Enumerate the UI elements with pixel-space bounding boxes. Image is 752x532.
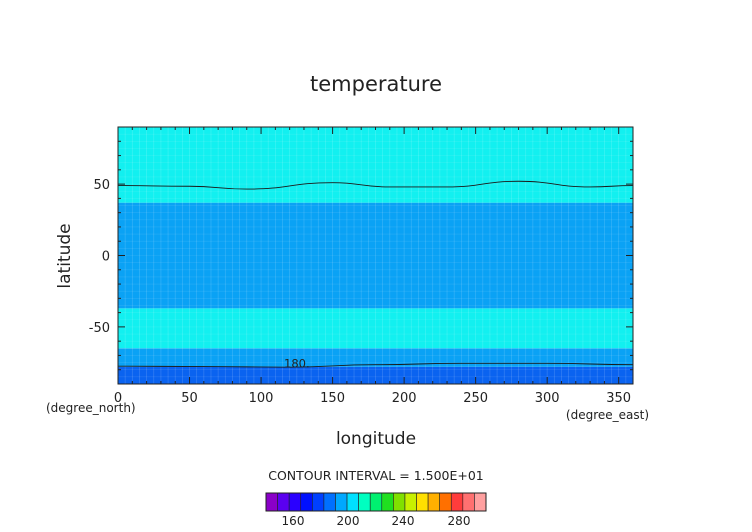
contour-line-225 — [117, 180, 634, 190]
filled-band-2 — [118, 308, 633, 349]
colorbar-swatch — [393, 492, 406, 512]
colorbar-labels: 160 200 240 280 — [282, 514, 471, 528]
colorbar-swatch — [265, 492, 278, 512]
colorbar-swatch — [450, 492, 464, 512]
y-tick-label: 50 — [93, 178, 110, 193]
colorbar-swatch — [439, 492, 452, 512]
chart-title: temperature — [310, 72, 442, 96]
colorbar-swatch — [346, 492, 359, 512]
colorbar-swatch — [277, 492, 290, 512]
colorbar-swatch — [300, 492, 313, 512]
x-units-label: (degree_east) — [566, 408, 649, 422]
colorbar-swatch — [427, 492, 440, 512]
plot-bands — [118, 127, 633, 384]
filled-band-1 — [118, 348, 633, 367]
x-tick-label: 150 — [320, 391, 345, 406]
x-tick-label: 300 — [535, 391, 560, 406]
colorbar-tick-label: 280 — [448, 514, 471, 528]
colorbar-tick-label: 240 — [392, 514, 415, 528]
colorbar-swatch — [323, 492, 336, 512]
filled-band-0 — [118, 366, 633, 384]
colorbar-swatch — [404, 492, 417, 512]
y-axis-ticks: -50 0 50 — [89, 140, 633, 371]
x-tick-label: 250 — [463, 391, 488, 406]
colorbar-tick-label: 160 — [282, 514, 305, 528]
filled-band-3 — [118, 202, 633, 309]
colorbar — [265, 492, 487, 512]
x-tick-label: 50 — [181, 391, 198, 406]
contour-interval-text: CONTOUR INTERVAL = 1.500E+01 — [268, 468, 484, 483]
colorbar-swatch — [335, 492, 348, 512]
y-tick-label: 0 — [102, 250, 110, 265]
colorbar-swatch — [312, 492, 325, 512]
colorbar-tick-label: 200 — [337, 514, 360, 528]
colorbar-swatch — [381, 492, 394, 512]
x-tick-label: 200 — [392, 391, 417, 406]
plot-grid — [118, 127, 633, 384]
filled-band-4 — [118, 127, 633, 203]
y-axis-label: latitude — [55, 223, 75, 288]
x-tick-label: 350 — [606, 391, 631, 406]
contour-line-180 — [117, 362, 634, 368]
colorbar-swatch — [474, 492, 487, 512]
x-axis-label: longitude — [336, 429, 416, 449]
y-tick-label: -50 — [89, 321, 110, 336]
x-axis-ticks: 0 50 100 150 200 250 300 350 — [114, 127, 631, 406]
x-tick-label: 0 — [114, 391, 122, 406]
colorbar-swatch — [288, 492, 302, 512]
x-tick-label: 100 — [249, 391, 274, 406]
colorbar-frame — [265, 492, 487, 512]
y-units-label: (degree_north) — [46, 401, 136, 415]
plot-contours: 180. — [117, 180, 634, 371]
colorbar-swatch — [369, 492, 383, 512]
colorbar-swatch — [462, 492, 475, 512]
contour-label: 180. — [284, 357, 310, 371]
colorbar-swatch — [358, 492, 371, 512]
colorbar-swatch — [416, 492, 429, 512]
